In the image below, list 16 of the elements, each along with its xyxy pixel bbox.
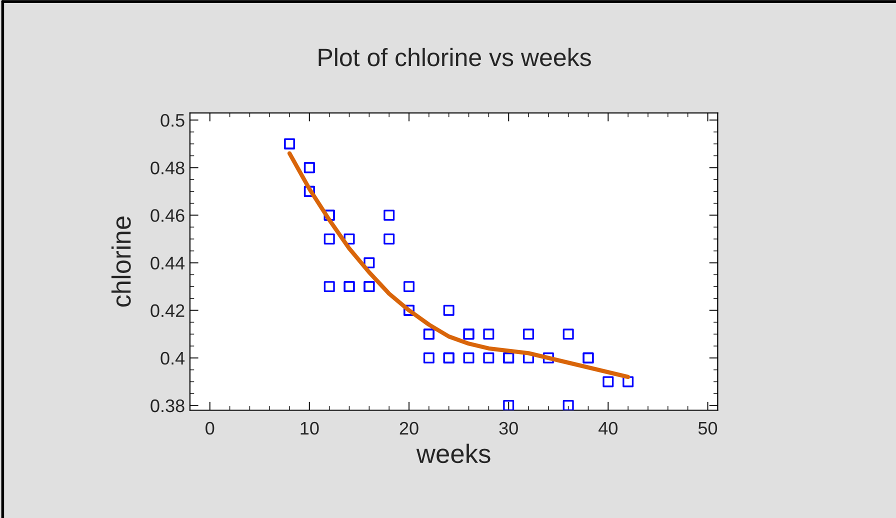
x-tick-label: 30 [499, 422, 518, 435]
y-tick-label: 0.42 [150, 304, 184, 318]
y-tick-label: 0.44 [150, 256, 185, 270]
x-tick-label: 10 [300, 422, 319, 435]
x-tick-label: 50 [698, 422, 718, 435]
y-tick-label: 0.4 [160, 352, 185, 365]
x-tick-label: 40 [598, 422, 618, 435]
y-tick-label: 0.46 [150, 209, 184, 222]
y-axis-title: chlorine [111, 216, 131, 307]
chart-title: Plot of chlorine vs weeks [318, 48, 591, 66]
y-tick-label: 0.48 [150, 162, 184, 174]
x-tick-label: 0 [206, 422, 214, 435]
y-tick-label: 0.5 [160, 114, 184, 127]
y-tick-label: 0.38 [150, 399, 184, 412]
x-tick-label: 20 [400, 422, 418, 435]
x-axis-title: weeks [416, 444, 490, 464]
